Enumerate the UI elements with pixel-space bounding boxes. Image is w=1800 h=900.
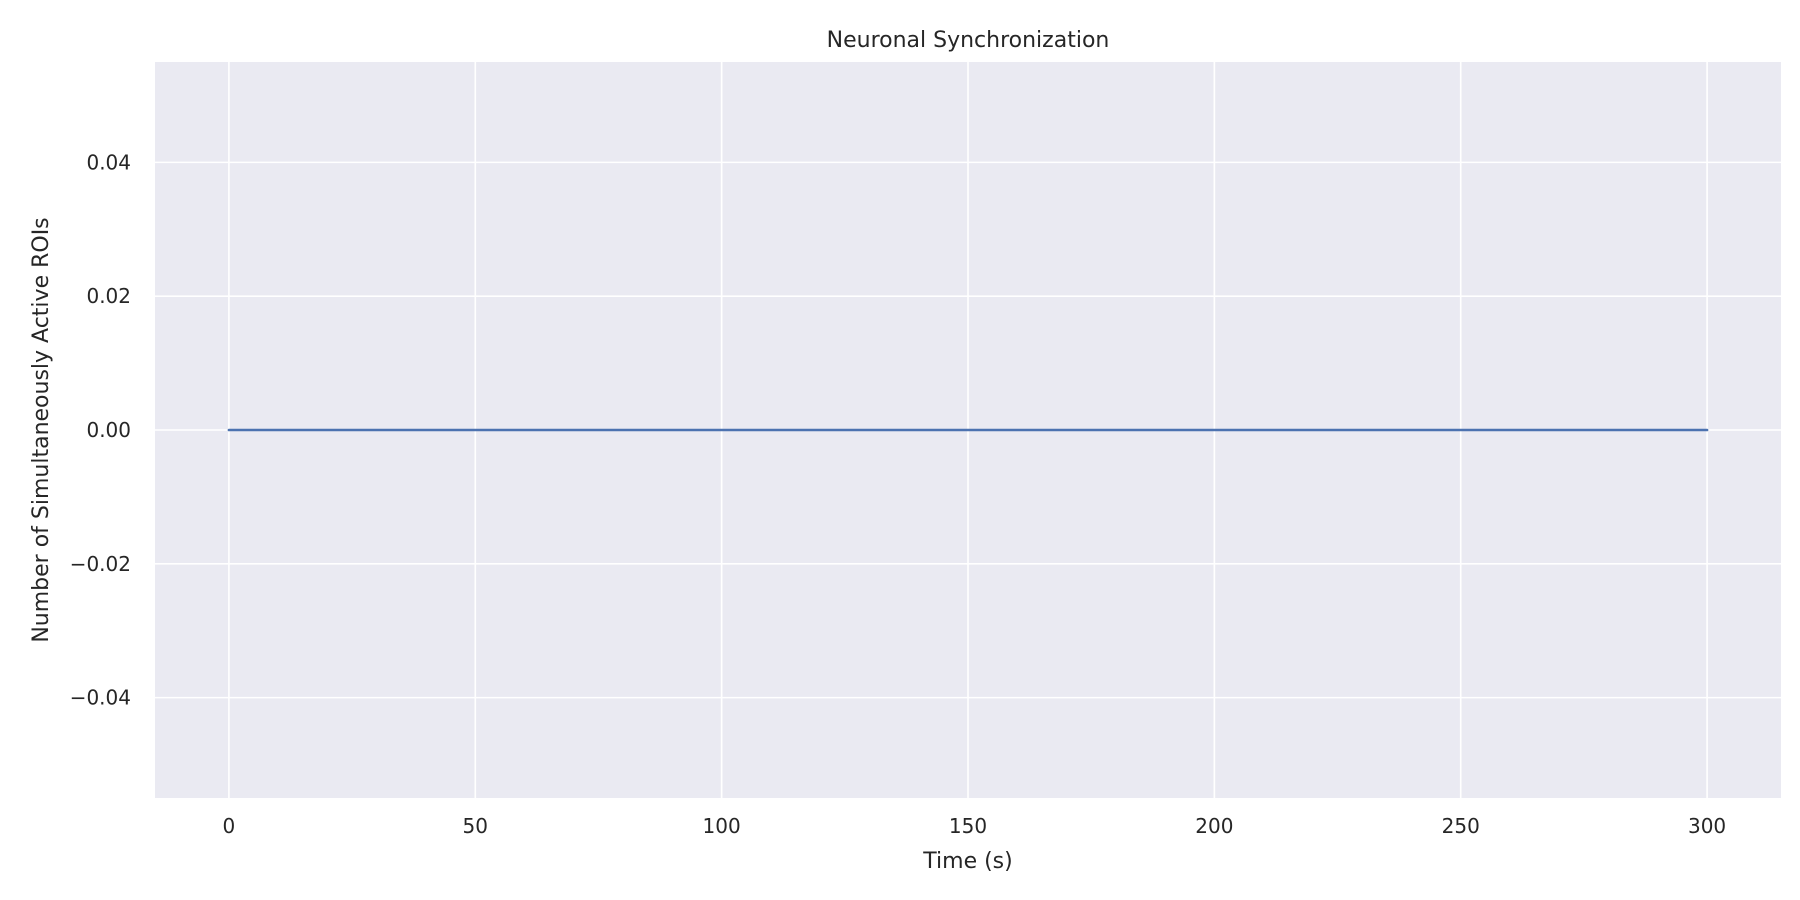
x-tick-label: 0 xyxy=(223,814,236,838)
x-tick-label: 150 xyxy=(949,814,987,838)
chart-title: Neuronal Synchronization xyxy=(827,28,1110,53)
y-tick-label: 0.02 xyxy=(86,284,131,308)
x-tick-label: 250 xyxy=(1442,814,1480,838)
y-axis-label: Number of Simultaneously Active ROIs xyxy=(29,217,54,642)
x-axis-label: Time (s) xyxy=(922,849,1012,874)
x-tick-label: 300 xyxy=(1688,814,1726,838)
y-ticks: −0.04 −0.02 0.00 0.02 0.04 xyxy=(70,150,131,709)
x-tick-label: 100 xyxy=(703,814,741,838)
x-tick-label: 200 xyxy=(1195,814,1233,838)
y-tick-label: −0.04 xyxy=(70,686,131,710)
x-ticks: 0 50 100 150 200 250 300 xyxy=(223,814,1727,838)
y-tick-label: −0.02 xyxy=(70,552,131,576)
y-tick-label: 0.04 xyxy=(86,150,131,174)
y-tick-label: 0.00 xyxy=(86,418,131,442)
x-tick-label: 50 xyxy=(463,814,488,838)
